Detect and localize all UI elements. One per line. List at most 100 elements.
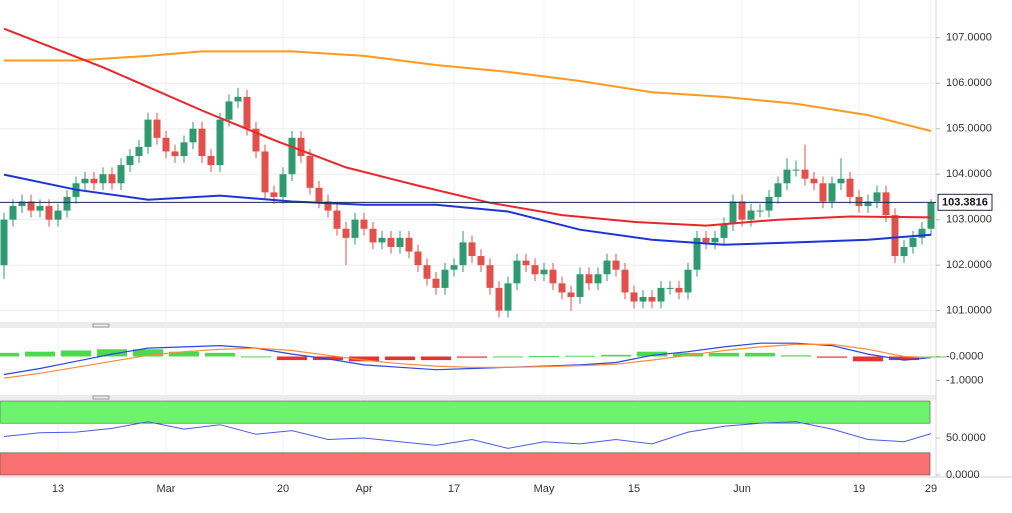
candle-body (882, 192, 890, 216)
indicator-line (3, 342, 932, 376)
last-price-box (937, 193, 993, 211)
candle-body (720, 224, 728, 238)
candle-body (252, 128, 260, 152)
x-tick-label: Apr (355, 483, 372, 495)
candle-body (135, 146, 143, 156)
moving-average (4, 50, 932, 132)
candle-body (855, 196, 863, 207)
candle-body (0, 219, 8, 266)
candle-body (261, 151, 269, 193)
histogram-bar (241, 356, 271, 358)
candle-body (432, 278, 440, 288)
candle-body (405, 237, 413, 252)
y-tick-label: 106.0000 (946, 77, 992, 89)
x-tick-label: 20 (277, 483, 289, 495)
candle-body (783, 169, 791, 184)
panel-divider (0, 322, 936, 328)
candle-body (27, 201, 35, 211)
candle-body (729, 201, 737, 225)
x-tick-label: 13 (52, 483, 64, 495)
histogram-bar (457, 356, 487, 358)
divider-handle[interactable] (92, 323, 110, 328)
candle-body (396, 237, 404, 247)
candle-body (234, 96, 242, 102)
candle-body (351, 219, 359, 238)
candle-body (162, 137, 170, 152)
x-tick-label: 15 (628, 483, 640, 495)
histogram-bar (745, 352, 775, 357)
histogram-bar (25, 351, 55, 357)
candle-body (315, 187, 323, 202)
candle-body (792, 169, 800, 171)
candle-body (225, 101, 233, 120)
x-tick-label: 29 (925, 483, 937, 495)
candle-body (621, 269, 629, 293)
candle-body (342, 228, 350, 238)
y-tick-label: -0.0000 (946, 350, 983, 362)
candle-body (81, 178, 89, 184)
y-tick-label: 103.0000 (946, 214, 992, 226)
candle-body (216, 119, 224, 166)
candle-body (414, 251, 422, 266)
candle-body (108, 174, 116, 184)
candle-body (117, 165, 125, 184)
y-tick-label: 101.0000 (946, 305, 992, 317)
y-tick-label: 102.0000 (946, 259, 992, 271)
histogram-bar (0, 352, 19, 357)
candle-body (702, 237, 710, 243)
candle-body (540, 269, 548, 275)
candle-body (675, 287, 683, 293)
rsi-line (3, 421, 932, 449)
candle-body (18, 201, 26, 207)
candle-body (324, 201, 332, 211)
x-tick-label: May (534, 483, 555, 495)
candle-body (828, 183, 836, 202)
candle-body (423, 265, 431, 279)
candle-body (288, 137, 296, 175)
candle-body (585, 274, 593, 284)
candle-body (666, 287, 674, 289)
candle-body (648, 296, 656, 302)
rsi-band (0, 452, 931, 476)
candle-body (567, 292, 575, 297)
candle-body (531, 265, 539, 275)
candle-body (918, 228, 926, 238)
y-tick-label: 50.0000 (946, 432, 986, 444)
divider-handle[interactable] (92, 395, 110, 400)
candle-body (873, 192, 881, 202)
candle-body (846, 178, 854, 197)
candle-body (90, 178, 98, 184)
candle-body (144, 119, 152, 147)
candle-body (558, 283, 566, 293)
histogram-bar (493, 356, 523, 358)
x-tick-label: 19 (853, 483, 865, 495)
candle-body (36, 206, 44, 211)
histogram-bar (916, 356, 946, 358)
candle-body (99, 174, 107, 184)
indicator-line (3, 343, 932, 379)
candle-body (738, 201, 746, 220)
last-price-label: 103.3816 (942, 197, 988, 209)
candle-body (378, 237, 386, 243)
candle-body (630, 292, 638, 302)
histogram-bar (637, 351, 667, 357)
y-tick-label: 107.0000 (946, 32, 992, 44)
histogram-bar (781, 355, 811, 357)
candle-body (333, 210, 341, 229)
candle-body (486, 265, 494, 288)
candle-body (360, 219, 368, 229)
candle-body (711, 237, 719, 243)
candle-body (657, 287, 665, 302)
candle-body (477, 256, 485, 266)
x-tick-label: Jun (733, 483, 751, 495)
candle-body (45, 206, 53, 220)
x-tick-label: 17 (448, 483, 460, 495)
candle-body (171, 151, 179, 156)
candle-body (549, 269, 557, 284)
candle-body (513, 260, 521, 284)
y-tick-label: -1.0000 (946, 374, 983, 386)
histogram-bar (601, 354, 631, 357)
histogram-bar (421, 356, 451, 361)
